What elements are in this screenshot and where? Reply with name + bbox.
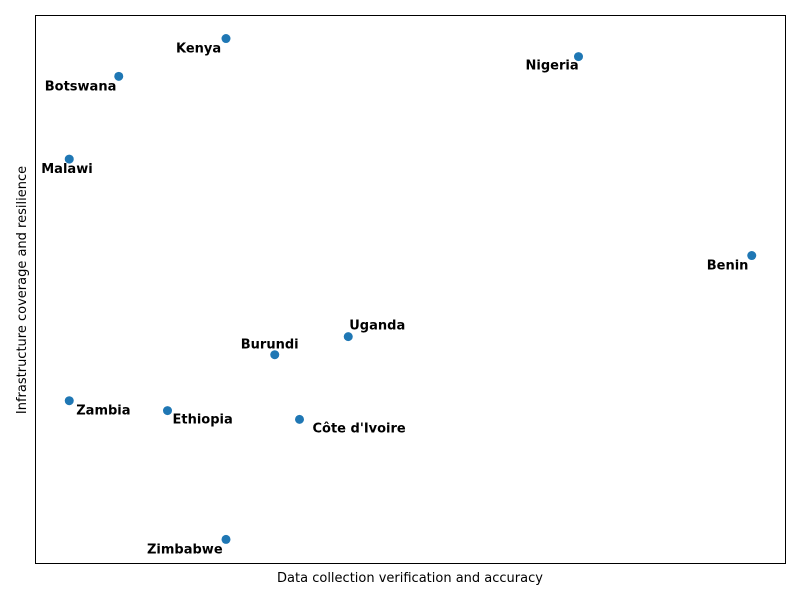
point-uganda bbox=[343, 332, 353, 342]
point-malawi bbox=[64, 154, 74, 164]
plot-frame bbox=[35, 15, 786, 564]
point-ethiopia bbox=[163, 406, 172, 416]
point-label-zimbabwe: Zimbabwe bbox=[147, 542, 223, 557]
point-benin bbox=[747, 251, 757, 261]
x-axis-label: Data collection verification and accurac… bbox=[277, 571, 543, 586]
point-kenya bbox=[221, 34, 231, 44]
point-label-burundi: Burundi bbox=[241, 338, 299, 353]
point-label-zambia: Zambia bbox=[76, 404, 130, 419]
y-axis-label: Infrastructure coverage and resilience bbox=[15, 166, 30, 414]
points-layer bbox=[64, 34, 757, 544]
point-c-te-d-ivoire bbox=[295, 414, 304, 424]
point-label-c-te-d-ivoire: Côte d'Ivoire bbox=[313, 421, 406, 436]
point-label-uganda: Uganda bbox=[349, 319, 405, 334]
point-zimbabwe bbox=[221, 534, 231, 544]
point-nigeria bbox=[574, 52, 583, 62]
point-burundi bbox=[270, 350, 280, 360]
point-label-ethiopia: Ethiopia bbox=[173, 413, 233, 428]
point-label-malawi: Malawi bbox=[41, 162, 92, 177]
labels-layer: Kenya Nigeria Botswana Malawi Benin Uganda Bur… bbox=[41, 42, 748, 558]
point-label-botswana: Botswana bbox=[45, 79, 117, 94]
point-label-kenya: Kenya bbox=[176, 42, 221, 57]
point-zambia bbox=[64, 396, 74, 406]
point-label-nigeria: Nigeria bbox=[526, 59, 579, 74]
point-label-benin: Benin bbox=[707, 259, 749, 274]
point-botswana bbox=[114, 71, 124, 81]
